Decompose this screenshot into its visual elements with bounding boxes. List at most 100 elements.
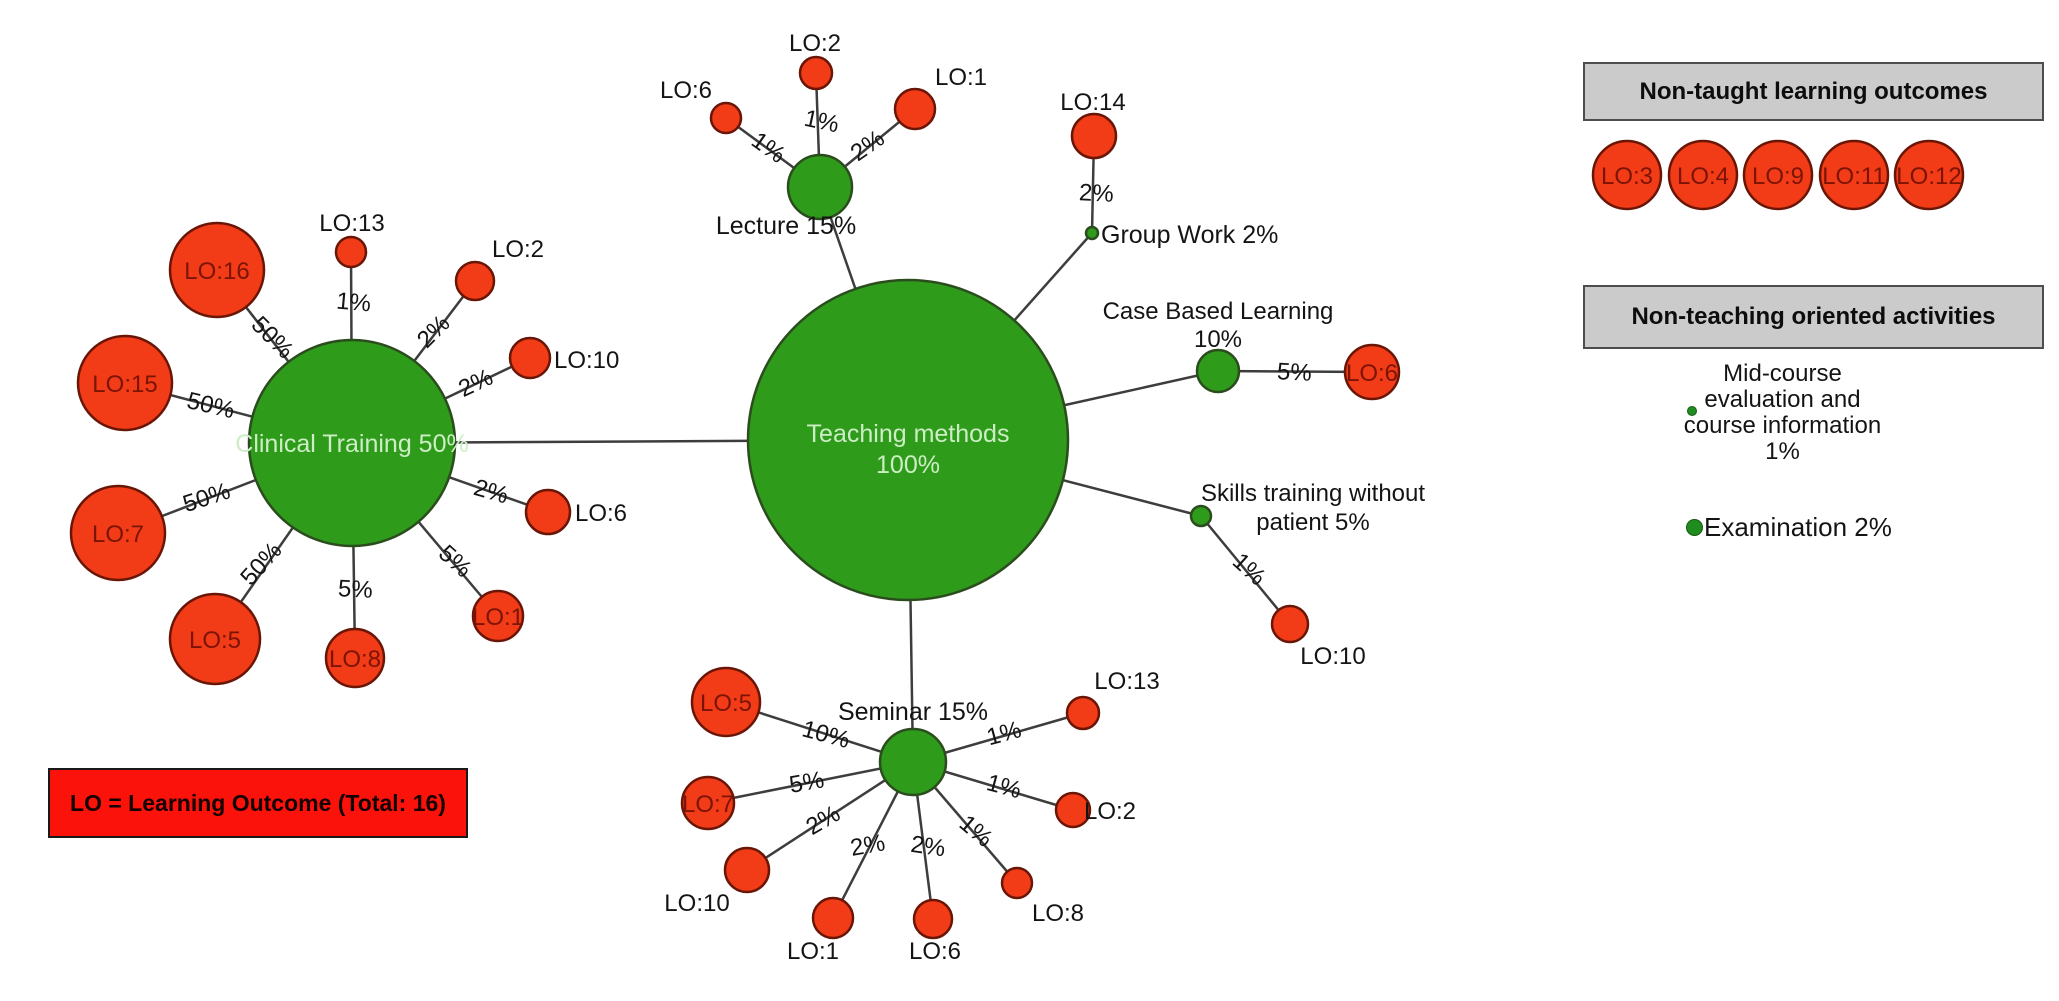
edge-label-ct-c_lo8: 5% xyxy=(337,575,373,604)
node-s_lo2 xyxy=(1054,791,1092,829)
non-taught-outcomes-header: Non-taught learning outcomes xyxy=(1583,62,2044,121)
node-nt_lo3 xyxy=(1591,139,1663,211)
label-s_lo6: LO:6 xyxy=(909,938,961,965)
node-s_lo1 xyxy=(811,896,855,940)
edge-label-seminar-s_lo1: 2% xyxy=(848,829,887,862)
label-s_lo10: LO:10 xyxy=(664,890,729,917)
node-c_lo8 xyxy=(324,627,386,689)
node-c_lo16 xyxy=(168,221,266,319)
node-l_lo2 xyxy=(798,55,834,91)
label-c_lo10: LO:10 xyxy=(554,347,619,374)
node-c_lo15 xyxy=(76,334,174,432)
label-sk_lo10: LO:10 xyxy=(1300,643,1365,670)
examination-item: Examination 2% xyxy=(1686,511,1892,542)
node-casebased xyxy=(1195,348,1241,394)
edge-label-casebased-cb_lo6: 5% xyxy=(1276,358,1312,387)
edge-label-seminar-s_lo13: 1% xyxy=(984,716,1024,751)
edge-label-ct-c_lo16: 50% xyxy=(246,311,299,364)
node-gw_lo14 xyxy=(1070,112,1118,160)
edge-label-ct-c_lo15: 50% xyxy=(184,387,237,424)
label-c_lo15: LO:15 xyxy=(92,371,157,398)
label-tm: Teaching methods 100% xyxy=(807,420,1010,479)
edge-skills-sk_lo10 xyxy=(1200,515,1291,625)
label-nt_lo12: LO:12 xyxy=(1896,163,1961,190)
label-casebased: Case Based Learning 10% xyxy=(1103,298,1334,353)
label-l_lo2: LO:2 xyxy=(789,30,841,57)
node-s_lo13 xyxy=(1065,695,1101,731)
label-c_lo5: LO:5 xyxy=(189,627,241,654)
node-seminar xyxy=(878,727,948,797)
node-ct xyxy=(247,338,457,548)
label-nt_lo4: LO:4 xyxy=(1677,163,1729,190)
label-ct: Clinical Training 50% xyxy=(235,430,468,458)
legend-box: LO = Learning Outcome (Total: 16) xyxy=(48,768,468,838)
node-l_lo1 xyxy=(893,87,937,131)
node-c_lo5 xyxy=(168,592,262,686)
examination-label: Examination 2% xyxy=(1704,511,1892,542)
label-c_lo2: LO:2 xyxy=(492,236,544,263)
edge-label-seminar-s_lo10: 2% xyxy=(801,800,845,841)
edge-label-seminar-s_lo7: 5% xyxy=(787,766,826,799)
label-c_lo7: LO:7 xyxy=(92,521,144,548)
edge-label-seminar-s_lo2: 1% xyxy=(984,769,1024,804)
node-c_lo10 xyxy=(508,336,552,380)
label-cb_lo6: LO:6 xyxy=(1346,360,1398,387)
label-s_lo13: LO:13 xyxy=(1094,668,1159,695)
node-tm xyxy=(746,278,1070,602)
label-l_lo6: LO:6 xyxy=(660,77,712,104)
label-lecture: Lecture 15% xyxy=(716,212,856,240)
node-nt_lo9 xyxy=(1742,139,1814,211)
non-teaching-activities-header: Non-teaching oriented activities xyxy=(1583,285,2044,349)
edge-label-lecture-l_lo6: 1% xyxy=(746,127,790,169)
node-c_lo1 xyxy=(471,589,525,643)
midcourse-line-4: 1% xyxy=(1765,438,1800,465)
node-nt_lo12 xyxy=(1893,139,1965,211)
node-lecture xyxy=(786,153,854,221)
node-sk_lo10 xyxy=(1270,604,1310,644)
midcourse-line-3: course information xyxy=(1683,412,1882,439)
node-c_lo7 xyxy=(69,484,167,582)
edge-label-lecture-l_lo2: 1% xyxy=(802,105,842,139)
label-s_lo5: LO:5 xyxy=(700,690,752,717)
node-s_lo5 xyxy=(690,666,762,738)
node-c_lo2 xyxy=(454,260,496,302)
node-groupwork xyxy=(1084,225,1100,241)
node-s_lo8 xyxy=(1000,866,1034,900)
label-l_lo1: LO:1 xyxy=(935,64,987,91)
label-c_lo13: LO:13 xyxy=(319,210,384,237)
edge-label-seminar-s_lo6: 2% xyxy=(909,831,947,863)
label-c_lo6: LO:6 xyxy=(575,500,627,527)
edge-seminar-s_lo7 xyxy=(707,760,914,805)
node-s_lo6 xyxy=(912,898,954,940)
midcourse-line-2: evaluation and xyxy=(1704,386,1861,413)
node-s_lo7 xyxy=(680,775,736,831)
midcourse-line-1: Mid-course xyxy=(1723,360,1842,387)
label-skills: Skills training without patient 5% xyxy=(1201,480,1425,536)
edge-label-groupwork-gw_lo14: 2% xyxy=(1078,179,1114,208)
label-s_lo2: LO:2 xyxy=(1084,798,1136,825)
label-s_lo1: LO:1 xyxy=(787,938,839,965)
label-s_lo8: LO:8 xyxy=(1032,900,1084,927)
node-c_lo6 xyxy=(524,488,572,536)
label-c_lo16: LO:16 xyxy=(184,258,249,285)
examination-dot-icon xyxy=(1686,518,1703,536)
label-gw_lo14: LO:14 xyxy=(1060,89,1125,116)
label-c_lo1: LO:1 xyxy=(472,604,524,631)
label-s_lo7: LO:7 xyxy=(682,791,734,818)
node-s_lo10 xyxy=(723,846,771,894)
label-nt_lo11: LO:11 xyxy=(1822,163,1886,190)
edge-label-ct-c_lo10: 2% xyxy=(454,364,497,403)
midcourse-evaluation-label: Mid-course evaluation and course informa… xyxy=(1655,361,1910,465)
label-groupwork: Group Work 2% xyxy=(1101,221,1278,249)
edge-label-ct-c_lo7: 50% xyxy=(180,478,234,519)
label-c_lo8: LO:8 xyxy=(329,646,381,673)
node-c_lo13 xyxy=(334,235,368,269)
edge-label-ct-c_lo6: 2% xyxy=(471,474,512,510)
label-seminar: Seminar 15% xyxy=(838,698,988,726)
midcourse-dot-icon xyxy=(1687,406,1697,416)
node-l_lo6 xyxy=(709,101,743,135)
node-skills xyxy=(1189,504,1213,528)
label-nt_lo9: LO:9 xyxy=(1752,163,1804,190)
